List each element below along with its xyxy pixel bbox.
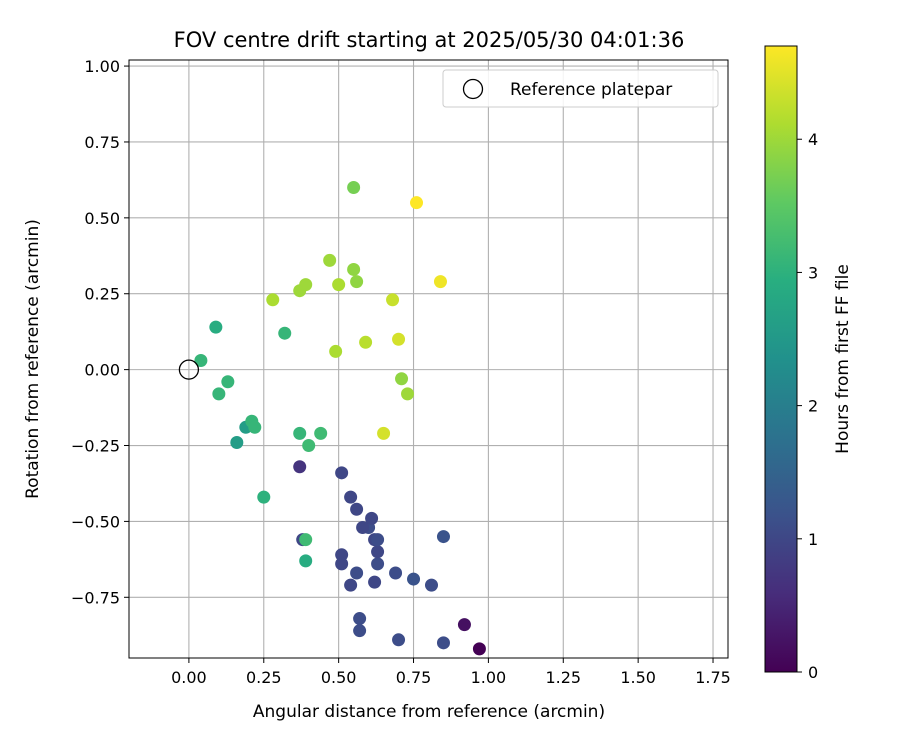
data-point xyxy=(395,372,409,386)
data-point xyxy=(386,293,400,307)
data-point xyxy=(230,435,244,449)
colorbar-gradient xyxy=(764,45,798,673)
colorbar-label: Hours from first FF file xyxy=(833,264,853,454)
data-point xyxy=(302,439,316,453)
data-point xyxy=(368,575,382,589)
data-point xyxy=(257,490,271,504)
data-point xyxy=(436,530,450,544)
data-point xyxy=(401,387,415,401)
x-tick-label: 0.00 xyxy=(171,668,207,687)
data-point xyxy=(293,460,307,474)
grid-lines xyxy=(129,60,728,658)
plot-frame xyxy=(128,59,729,659)
data-point xyxy=(329,344,343,358)
data-point xyxy=(410,196,424,210)
data-point xyxy=(392,332,406,346)
y-tick-label: 0.00 xyxy=(84,361,120,380)
data-point xyxy=(335,466,349,480)
legend-entry-reference-platepar: Reference platepar xyxy=(510,80,672,100)
colorbar-ticks: 0 1 2 3 4 xyxy=(797,130,818,682)
data-point xyxy=(347,180,361,194)
data-point xyxy=(248,420,262,434)
data-point xyxy=(436,636,450,650)
colorbar-tick-label: 0 xyxy=(808,663,818,682)
data-point xyxy=(335,557,349,571)
x-tick-label: 1.75 xyxy=(695,668,731,687)
x-tick-label: 1.50 xyxy=(620,668,656,687)
data-point xyxy=(377,426,391,440)
legend-box xyxy=(442,69,719,108)
data-point xyxy=(299,533,313,547)
data-point xyxy=(344,490,358,504)
data-point xyxy=(299,278,313,292)
data-point xyxy=(194,354,208,368)
x-axis-label: Angular distance from reference (arcmin) xyxy=(253,702,605,722)
legend-marker-open-circle xyxy=(462,78,484,100)
data-point xyxy=(278,326,292,340)
data-point xyxy=(353,624,367,638)
data-point xyxy=(335,548,349,562)
chart-title: FOV centre drift starting at 2025/05/30 … xyxy=(174,28,685,52)
y-tick-label: 0.75 xyxy=(84,133,120,152)
data-point xyxy=(392,633,406,647)
data-point xyxy=(371,545,385,559)
data-point xyxy=(266,293,280,307)
y-tick-label: 0.50 xyxy=(84,209,120,228)
data-point xyxy=(293,426,307,440)
x-tick-label: 1.25 xyxy=(545,668,581,687)
data-point xyxy=(433,275,447,289)
x-tick-label: 0.75 xyxy=(396,668,432,687)
colorbar-tick-label: 1 xyxy=(808,530,818,549)
data-point xyxy=(347,262,361,276)
data-point xyxy=(212,387,226,401)
data-point xyxy=(365,511,379,525)
y-tick-label: −0.50 xyxy=(71,512,120,531)
x-tick-label: 1.00 xyxy=(471,668,507,687)
data-point xyxy=(350,566,364,580)
colorbar-tick-label: 3 xyxy=(808,263,818,282)
y-tick-label: −0.75 xyxy=(71,588,120,607)
y-axis-ticks: −0.75 −0.50 −0.25 0.00 0.25 0.50 0.75 1.00 xyxy=(71,57,129,607)
data-point xyxy=(332,278,346,292)
x-tick-label: 0.25 xyxy=(246,668,282,687)
data-point xyxy=(359,335,373,349)
colorbar-tick-label: 4 xyxy=(808,130,818,149)
x-axis-ticks: 0.00 0.25 0.50 0.75 1.00 1.25 1.50 1.75 xyxy=(171,658,731,687)
data-point xyxy=(424,578,438,592)
data-point xyxy=(209,320,223,334)
data-points xyxy=(178,180,486,656)
data-point xyxy=(389,566,403,580)
x-tick-label: 0.50 xyxy=(321,668,357,687)
colorbar: 0 1 2 3 4 Hours from first FF file xyxy=(764,45,853,682)
data-point xyxy=(323,253,337,267)
data-point xyxy=(350,275,364,289)
data-point xyxy=(353,612,367,626)
data-point xyxy=(314,426,328,440)
reference-platepar-marker xyxy=(178,359,200,380)
y-tick-label: 1.00 xyxy=(84,57,120,76)
legend: Reference platepar xyxy=(442,69,719,108)
y-tick-label: 0.25 xyxy=(84,285,120,304)
data-point xyxy=(407,572,421,586)
y-tick-label: −0.25 xyxy=(71,437,120,456)
data-point xyxy=(371,533,385,547)
y-axis-label: Rotation from reference (arcmin) xyxy=(23,219,43,499)
data-point xyxy=(457,618,471,632)
colorbar-tick-label: 2 xyxy=(808,397,818,416)
data-point xyxy=(350,502,364,516)
data-point xyxy=(371,557,385,571)
data-point xyxy=(472,642,486,656)
data-point xyxy=(344,578,358,592)
data-point xyxy=(356,520,370,534)
data-point xyxy=(221,375,235,389)
data-point xyxy=(299,554,313,568)
